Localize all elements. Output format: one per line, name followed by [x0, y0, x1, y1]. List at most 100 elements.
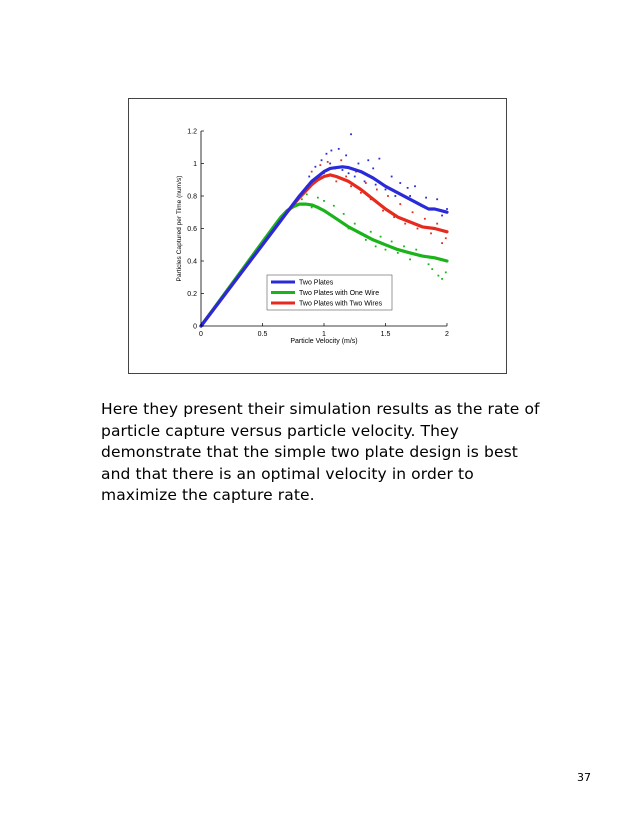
scatter-point: [384, 248, 387, 251]
scatter-point: [350, 133, 352, 136]
scatter-point: [436, 222, 439, 225]
scatter-point: [399, 203, 402, 206]
scatter-point: [431, 268, 434, 271]
scatter-point: [374, 183, 377, 186]
scatter-point: [330, 149, 333, 152]
capture-rate-chart: 0 0.5 1 1.5 2 0 0.2 0.4 0.6 0.8 1 1.2 Particle Velo…: [176, 129, 449, 346]
scatter-point: [444, 271, 447, 274]
scatter-point: [364, 238, 367, 241]
scatter-point: [353, 175, 356, 178]
legend-label: Two Plates: [299, 280, 334, 287]
scatter-point: [316, 196, 319, 199]
scatter-point: [300, 198, 303, 201]
scatter-point: [332, 204, 335, 207]
scatter-point: [415, 248, 418, 251]
x-tick-label: 2: [445, 331, 449, 338]
scatter-point: [319, 164, 322, 167]
y-tick-label: 1.2: [187, 129, 197, 136]
y-tick-label: 0.2: [187, 291, 197, 298]
scatter-point: [347, 172, 350, 175]
scatter-point: [396, 251, 399, 254]
scatter-point: [341, 169, 344, 171]
figure-frame: 0 0.5 1 1.5 2 0 0.2 0.4 0.6 0.8 1 1.2 Particle Velo…: [128, 98, 507, 374]
y-tick-label: 0: [193, 324, 197, 331]
scatter-point: [372, 167, 375, 170]
scatter-point: [374, 245, 377, 248]
scatter-point: [337, 147, 340, 150]
scatter-point: [427, 263, 430, 266]
scatter-point: [411, 211, 414, 214]
scatter-point: [308, 175, 311, 178]
scatter-point: [305, 193, 308, 196]
scatter-point: [416, 227, 419, 230]
scatter-point: [387, 195, 389, 197]
scatter-point: [363, 180, 366, 183]
scatter-point: [446, 208, 448, 210]
lines-layer: [199, 165, 449, 328]
series-line-1: [199, 202, 449, 328]
scatter-point: [425, 196, 427, 199]
x-tick-label: 0.5: [258, 331, 268, 338]
scatter-point: [326, 160, 329, 163]
scatter-point: [430, 232, 432, 235]
scatter-point: [353, 222, 356, 225]
scatter-point: [314, 165, 317, 168]
scatter-point: [390, 175, 393, 178]
scatter-point: [409, 258, 411, 261]
scatter-point: [323, 199, 325, 202]
scatter-point: [441, 242, 443, 245]
scatter-point: [382, 209, 384, 212]
scatter-point: [345, 154, 348, 157]
scatter-point: [379, 235, 382, 238]
scatter-point: [378, 157, 381, 160]
scatter-point: [441, 277, 443, 280]
scatter-point: [360, 191, 362, 194]
scatter-point: [403, 245, 405, 248]
scatter-point: [335, 180, 338, 183]
scatter-point: [444, 237, 447, 240]
scatter-point: [325, 152, 328, 155]
scatter-point: [441, 214, 443, 217]
scatter-point: [384, 188, 387, 191]
scatter-point: [310, 206, 313, 209]
scatter-point: [423, 217, 426, 220]
scatter-point: [320, 159, 323, 162]
y-axis-label: Particles Captured per Time (num/s): [176, 176, 183, 282]
scatter-point: [437, 274, 440, 277]
scatter-point: [329, 162, 332, 165]
x-tick-label: 0: [199, 331, 203, 338]
scatter-point: [399, 182, 402, 184]
scatter-point: [364, 182, 367, 184]
scatter-point: [357, 162, 360, 165]
scatter-point: [409, 195, 411, 197]
scatter-point: [436, 198, 439, 201]
page-number: 37: [577, 771, 591, 784]
scatter-point: [345, 175, 348, 178]
caption-text: Here they present their simulation resul…: [101, 400, 540, 504]
scatter-point: [390, 240, 393, 243]
scatter-point: [350, 185, 352, 188]
scatter-point: [404, 222, 407, 225]
scatter-point: [375, 188, 378, 191]
scatter-point: [367, 159, 370, 162]
y-tick-label: 0.8: [187, 194, 197, 201]
legend-label: Two Plates with Two Wires: [299, 301, 383, 308]
scatter-point: [340, 159, 343, 162]
x-tick-label: 1.5: [381, 331, 391, 338]
y-tick-label: 0.4: [187, 259, 197, 266]
legend-label: Two Plates with One Wire: [299, 290, 379, 297]
scatter-point: [394, 195, 397, 197]
x-tick-label: 1: [322, 331, 326, 338]
scatter-point: [342, 212, 345, 215]
ticks-layer: 0 0.5 1 1.5 2 0 0.2 0.4 0.6 0.8 1 1.2: [187, 129, 449, 339]
y-tick-label: 1: [193, 161, 197, 168]
y-tick-label: 0.6: [187, 226, 197, 233]
series-line-0: [199, 165, 449, 328]
scatter-point: [393, 216, 396, 219]
scatter-point: [310, 170, 313, 173]
scatter-point: [369, 230, 372, 233]
x-axis-label: Particle Velocity (m/s): [290, 338, 357, 345]
scatter-point: [414, 185, 416, 188]
scatter-point: [406, 186, 409, 189]
legend: Two Plates Two Plates with One Wire Two Pl…: [266, 274, 393, 311]
